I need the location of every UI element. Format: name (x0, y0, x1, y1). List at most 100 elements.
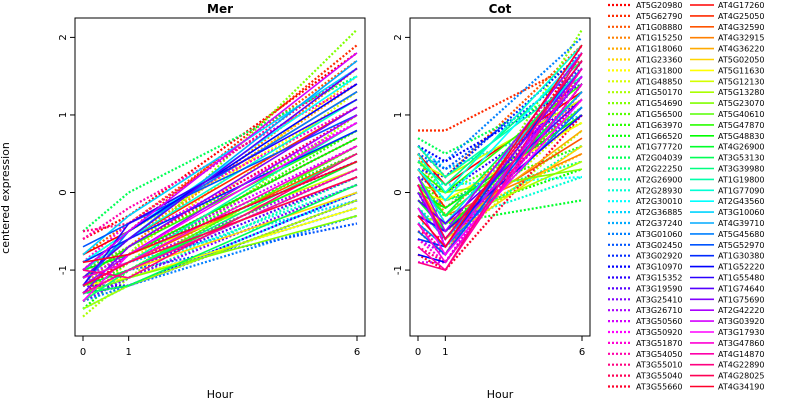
legend-item: AT3G51870 (608, 339, 682, 348)
legend-item: AT3G17930 (690, 328, 764, 337)
legend-item: AT4G34190 (690, 383, 764, 392)
series-line (82, 168, 358, 295)
series-line (417, 114, 583, 209)
x-axis-label: Hour (487, 388, 514, 400)
x-tick-label: 6 (354, 347, 360, 358)
legend-label: AT4G26900 (718, 143, 764, 152)
legend-label: AT3G50920 (636, 328, 682, 337)
legend-item: AT5G47870 (690, 121, 764, 130)
series-line (82, 152, 358, 279)
legend-item: AT5G45680 (690, 230, 764, 239)
series-line (82, 160, 358, 264)
legend-item: AT1G50170 (608, 88, 682, 97)
legend-label: AT1G31800 (636, 66, 682, 75)
legend-label: AT1G18060 (636, 45, 682, 54)
legend-label: AT1G75690 (718, 295, 764, 304)
legend-label: AT1G30380 (718, 252, 764, 261)
legend-label: AT5G52970 (718, 241, 764, 250)
legend-item: AT3G02450 (608, 241, 682, 250)
legend-item: AT4G32590 (690, 23, 764, 32)
legend-label: AT5G11630 (718, 66, 764, 75)
legend-label: AT2G22250 (636, 165, 682, 174)
legend-item: AT2G26900 (608, 175, 682, 184)
legend-item: AT3G10970 (608, 263, 682, 272)
plot-frame (74, 17, 366, 337)
legend-label: AT1G66520 (636, 132, 682, 141)
legend-label: AT3G01060 (636, 230, 682, 239)
series-line (417, 67, 583, 257)
legend-label: AT3G54050 (636, 350, 682, 359)
series-group (416, 29, 583, 272)
legend-item: AT1G23360 (608, 56, 682, 65)
series-line (82, 145, 358, 279)
legend-label: AT3G19590 (636, 284, 682, 293)
legend-item: AT4G17260 (690, 1, 764, 10)
legend-item: AT5G13280 (690, 88, 764, 97)
legend-item: AT2G36885 (608, 208, 682, 217)
legend-label: AT3G53130 (718, 154, 764, 163)
legend-item: AT2G22250 (608, 165, 682, 174)
legend-label: AT1G77720 (636, 143, 682, 152)
x-tick-label: 0 (415, 347, 421, 358)
legend-item: AT1G77090 (690, 186, 764, 195)
series-line (82, 176, 358, 287)
legend-label: AT5G02050 (718, 56, 764, 65)
series-line (418, 36, 583, 163)
series-line (82, 67, 358, 256)
series-line (82, 67, 358, 279)
legend-label: AT2G42220 (718, 306, 764, 315)
legend-item: AT3G55660 (608, 383, 682, 392)
legend-label: AT3G10970 (636, 263, 682, 272)
legend-label: AT1G23360 (636, 56, 682, 65)
legend-label: AT3G39980 (718, 165, 764, 174)
legend-item: AT1G18060 (608, 45, 682, 54)
legend-label: AT4G32915 (718, 34, 764, 43)
legend-item: AT5G62790 (608, 12, 682, 21)
legend-item: AT3G01060 (608, 230, 682, 239)
legend-label: AT3G55660 (636, 383, 682, 392)
x-tick-label: 1 (125, 347, 131, 358)
legend-item: AT3G47860 (690, 339, 764, 348)
legend-item: AT2G43560 (690, 197, 764, 206)
legend-item: AT5G23070 (690, 99, 764, 108)
legend-item: AT3G54050 (608, 350, 682, 359)
legend-label: AT1G63970 (636, 121, 682, 130)
legend-label: AT1G48850 (636, 77, 682, 86)
legend-label: AT5G48830 (718, 132, 764, 141)
legend-label: AT3G17930 (718, 328, 764, 337)
legend-item: AT1G74640 (690, 284, 764, 293)
legend-item: AT5G20980 (608, 1, 682, 10)
legend-label: AT2G36885 (636, 208, 682, 217)
y-tick-label: 2 (393, 34, 404, 40)
y-tick-label: 0 (393, 189, 404, 195)
legend-item: AT4G39710 (690, 219, 764, 228)
legend-item: AT5G40610 (690, 110, 764, 119)
legend-item: AT1G55480 (690, 274, 764, 283)
y-tick-label: 1 (393, 112, 404, 118)
legend-label: AT3G25410 (636, 295, 682, 304)
x-tick-label: 1 (442, 347, 448, 358)
series-line (417, 98, 583, 256)
legend-label: AT3G50560 (636, 317, 682, 326)
legend-label: AT3G55040 (636, 372, 682, 381)
legend-item: AT4G25050 (690, 12, 764, 21)
series-group (82, 28, 358, 318)
legend-item: AT1G08880 (608, 23, 682, 32)
series-line (417, 44, 583, 194)
legend-label: AT3G15352 (636, 274, 682, 283)
legend-item: AT4G28025 (690, 372, 764, 381)
legend-item: AT1G30380 (690, 252, 764, 261)
series-line (82, 52, 358, 271)
legend-label: AT4G36220 (718, 45, 764, 54)
legend-label: AT2G37240 (636, 219, 682, 228)
legend-item: AT1G77720 (608, 143, 682, 152)
series-line (82, 75, 358, 295)
legend-label: AT5G12130 (718, 77, 764, 86)
legend-item: AT1G75690 (690, 295, 764, 304)
legend-item: AT3G10060 (690, 208, 764, 217)
series-line (82, 28, 358, 287)
series-line (82, 183, 358, 303)
legend-item: AT3G15352 (608, 274, 682, 283)
legend-label: AT5G23070 (718, 99, 764, 108)
legend-label: AT5G45680 (718, 230, 764, 239)
